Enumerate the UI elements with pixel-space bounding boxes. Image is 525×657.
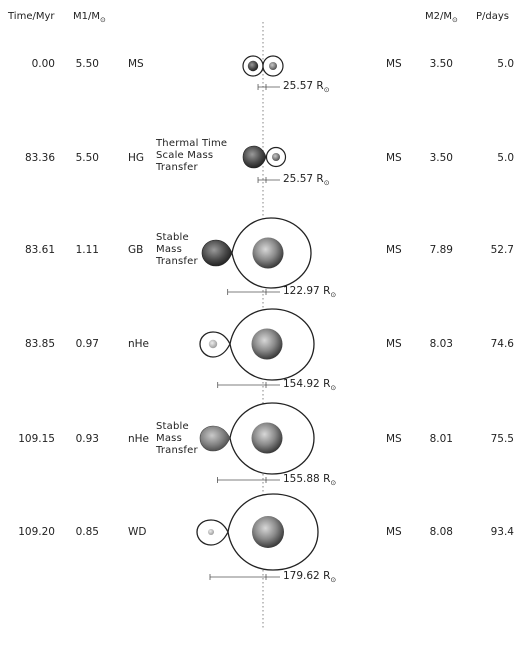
row-m2: 3.50 <box>429 152 453 164</box>
note-line: Transfer <box>156 256 198 267</box>
star-1-roche-filling <box>201 239 233 267</box>
row-period: 74.6 <box>490 338 514 350</box>
row-time: 83.36 <box>24 152 55 164</box>
star-2 <box>251 422 283 454</box>
row-m1: 5.50 <box>75 58 99 70</box>
note-line: Scale Mass <box>156 150 214 161</box>
separation-value: 25.57 <box>283 80 317 92</box>
separation-unit: R <box>323 378 331 390</box>
row-m1: 5.50 <box>75 152 99 164</box>
separation-value: 154.92 <box>283 378 324 390</box>
separation-unit: R <box>323 285 331 297</box>
row-note: Stable Mass Transfer <box>156 232 198 268</box>
star-2 <box>252 237 284 269</box>
row-time: 83.61 <box>24 244 55 256</box>
row-type2: MS <box>386 433 402 445</box>
note-line: Transfer <box>156 445 198 456</box>
row-type2: MS <box>386 338 402 350</box>
row-m1: 0.85 <box>75 526 99 538</box>
row-note: Thermal Time Scale Mass Transfer <box>156 138 227 174</box>
system-6-illustration <box>196 493 319 571</box>
star-2 <box>272 153 280 161</box>
row-type2: MS <box>386 58 402 70</box>
row-time: 109.15 <box>18 433 55 445</box>
row-m1: 0.93 <box>75 433 99 445</box>
separation-unit: R <box>316 173 324 185</box>
row-separation: 155.88 R⊙ <box>283 473 337 488</box>
row-type1: nHe <box>128 433 150 445</box>
note-line: Mass <box>156 244 182 255</box>
row-m2: 8.01 <box>429 433 453 445</box>
row-m1: 0.97 <box>75 338 99 350</box>
row-type2: MS <box>386 244 402 256</box>
row-period: 52.7 <box>490 244 514 256</box>
row-period: 93.4 <box>490 526 514 538</box>
star-1 <box>208 529 214 535</box>
row-time: 109.20 <box>18 526 55 538</box>
note-line: Stable <box>156 421 189 432</box>
row-separation: 25.57 R⊙ <box>283 173 330 188</box>
star-2 <box>269 62 277 70</box>
row-type1: WD <box>128 526 147 538</box>
separation-unit: R <box>323 570 331 582</box>
system-4-illustration <box>199 308 315 381</box>
row-time: 83.85 <box>24 338 55 350</box>
row-period: 5.0 <box>497 152 514 164</box>
system-1-illustration <box>242 55 284 77</box>
separation-value: 155.88 <box>283 473 324 485</box>
row-separation: 179.62 R⊙ <box>283 570 337 585</box>
header-m1: M1/M⊙ <box>73 11 106 24</box>
header-m2: M2/M⊙ <box>425 11 458 24</box>
system-2-illustration <box>242 145 287 169</box>
header-period: P/days <box>476 11 510 22</box>
row-m2: 8.08 <box>429 526 453 538</box>
row-type1: GB <box>128 244 144 256</box>
row-period: 5.0 <box>497 58 514 70</box>
star-2 <box>252 516 284 548</box>
row-type2: MS <box>386 152 402 164</box>
row-m1: 1.11 <box>75 244 99 256</box>
star-2 <box>251 328 283 360</box>
header-time: Time/Myr <box>8 11 55 22</box>
row-type1: MS <box>128 58 144 70</box>
note-line: Stable <box>156 232 189 243</box>
separation-value: 179.62 <box>283 570 324 582</box>
row-note: Stable Mass Transfer <box>156 421 198 457</box>
row-type1: HG <box>128 152 145 164</box>
separation-value: 122.97 <box>283 285 324 297</box>
row-separation: 122.97 R⊙ <box>283 285 337 300</box>
star-1-roche-filling <box>242 145 267 169</box>
system-5-illustration <box>199 402 315 475</box>
separation-unit: R <box>316 80 324 92</box>
star-1-roche-filling <box>199 425 231 452</box>
separation-value: 25.57 <box>283 173 317 185</box>
note-line: Mass <box>156 433 182 444</box>
row-separation: 154.92 R⊙ <box>283 378 337 393</box>
row-m2: 7.89 <box>429 244 453 256</box>
row-period: 75.5 <box>490 433 514 445</box>
note-line: Thermal Time <box>156 138 228 149</box>
row-separation: 25.57 R⊙ <box>283 80 330 95</box>
system-3-illustration <box>201 217 312 289</box>
row-m2: 8.03 <box>429 338 453 350</box>
star-1 <box>208 339 218 349</box>
star-1 <box>247 60 259 72</box>
row-type2: MS <box>386 526 402 538</box>
row-m2: 3.50 <box>429 58 453 70</box>
row-type1: nHe <box>128 338 150 350</box>
row-time: 0.00 <box>31 58 55 70</box>
note-line: Transfer <box>156 162 198 173</box>
separation-unit: R <box>323 473 331 485</box>
